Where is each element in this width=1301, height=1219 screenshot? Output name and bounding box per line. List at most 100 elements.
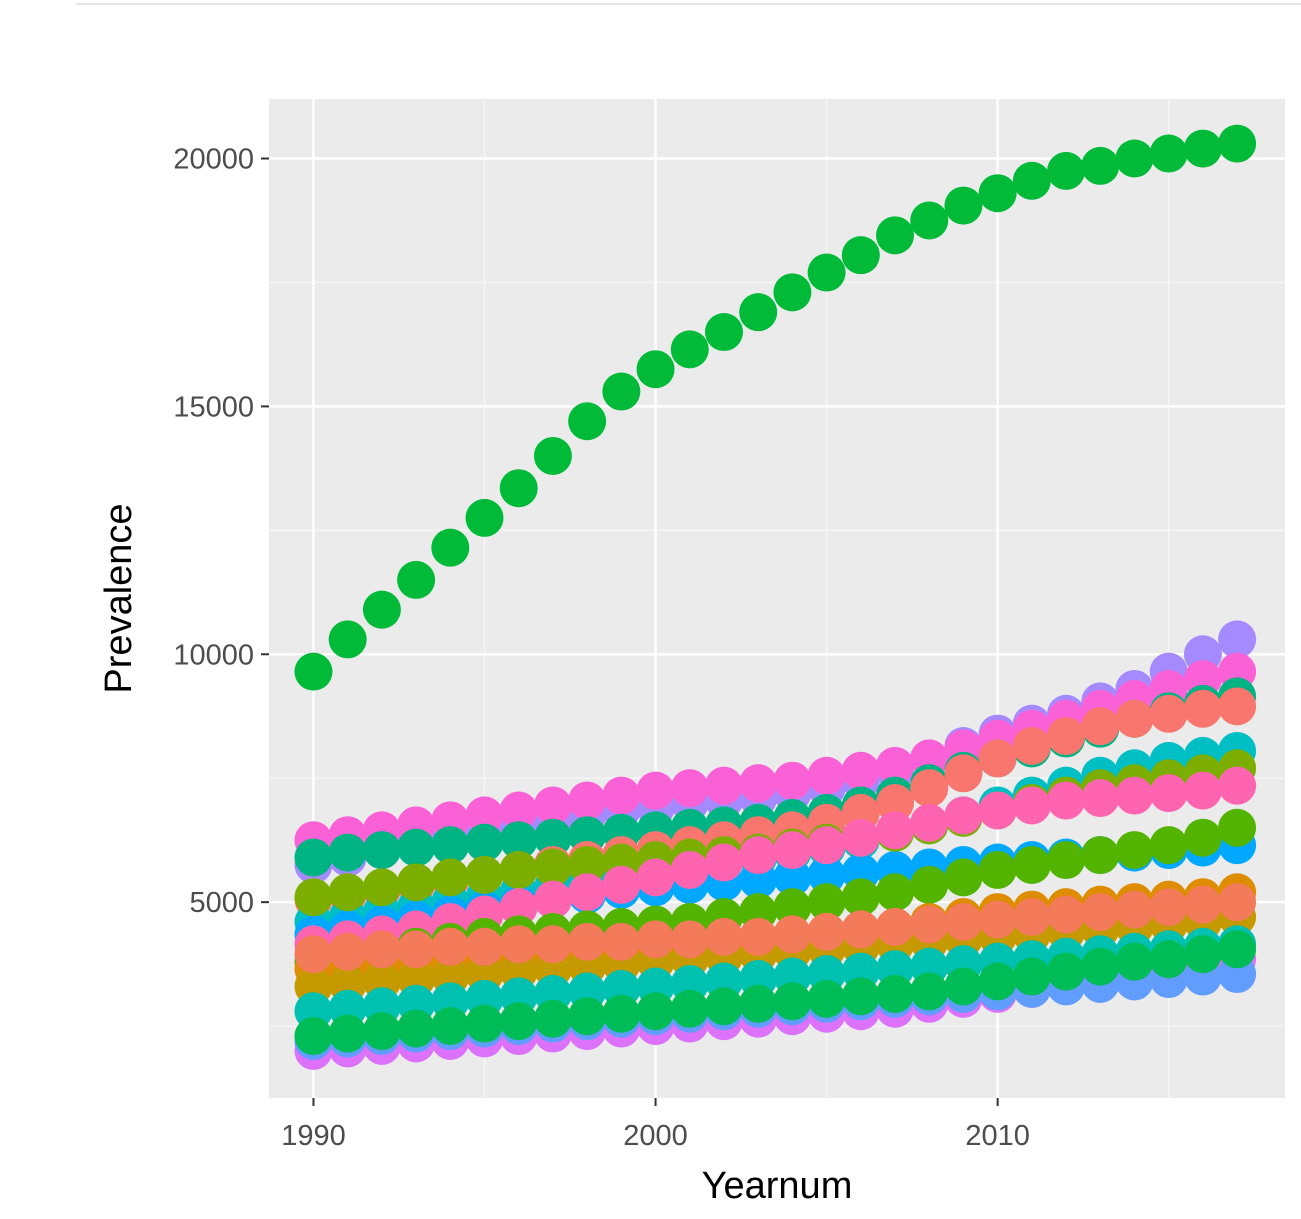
data-point xyxy=(841,977,880,1016)
data-point xyxy=(704,917,743,956)
data-point xyxy=(1218,620,1257,659)
data-point xyxy=(773,858,812,897)
y-tick-label: 5000 xyxy=(189,887,254,919)
series-1 xyxy=(294,124,1257,691)
data-point xyxy=(773,915,812,954)
data-point xyxy=(670,989,709,1028)
data-point xyxy=(1012,845,1051,884)
data-point xyxy=(807,756,846,795)
data-point xyxy=(739,764,778,803)
data-point xyxy=(568,845,607,884)
data-point xyxy=(1183,885,1222,924)
y-axis-title: Prevalence xyxy=(98,503,140,693)
data-point xyxy=(978,739,1017,778)
data-point xyxy=(739,293,778,332)
data-point xyxy=(1183,818,1222,857)
data-point xyxy=(465,796,504,835)
data-point xyxy=(294,652,333,691)
data-point xyxy=(636,858,675,897)
data-point xyxy=(1081,146,1120,185)
data-point xyxy=(362,831,401,870)
data-point xyxy=(397,863,436,902)
data-point xyxy=(499,925,538,964)
data-point xyxy=(602,994,641,1033)
data-point xyxy=(465,927,504,966)
data-point xyxy=(328,1014,367,1053)
data-point xyxy=(1149,888,1188,927)
data-point xyxy=(328,620,367,659)
data-point xyxy=(533,786,572,825)
data-point xyxy=(1047,952,1086,991)
data-point xyxy=(1012,161,1051,200)
data-point xyxy=(1081,893,1120,932)
data-point xyxy=(1047,717,1086,756)
data-point xyxy=(1183,129,1222,168)
data-point xyxy=(431,528,470,567)
data-point xyxy=(328,932,367,971)
data-point xyxy=(944,186,983,225)
data-point xyxy=(1149,774,1188,813)
data-point xyxy=(978,850,1017,889)
data-point xyxy=(807,883,846,922)
data-point xyxy=(670,330,709,369)
data-point xyxy=(294,935,333,974)
data-point xyxy=(910,905,949,944)
data-point xyxy=(1115,890,1154,929)
data-point xyxy=(1149,134,1188,173)
data-point xyxy=(499,791,538,830)
data-point xyxy=(362,590,401,629)
data-point xyxy=(499,850,538,889)
data-point xyxy=(1012,726,1051,765)
data-point xyxy=(1115,699,1154,738)
data-point xyxy=(704,766,743,805)
data-point xyxy=(1047,781,1086,820)
data-point xyxy=(1218,124,1257,163)
series-13 xyxy=(294,883,1257,974)
data-point xyxy=(636,771,675,810)
data-point xyxy=(978,791,1017,830)
data-point xyxy=(978,900,1017,939)
data-point xyxy=(568,781,607,820)
data-point xyxy=(533,818,572,857)
axis-ticks xyxy=(261,157,999,1106)
data-point xyxy=(431,858,470,897)
x-axis-title: Yearnum xyxy=(702,1165,853,1207)
data-point xyxy=(841,910,880,949)
data-point xyxy=(1115,139,1154,178)
data-point xyxy=(807,826,846,865)
data-point xyxy=(499,469,538,508)
data-point xyxy=(533,880,572,919)
data-point xyxy=(602,372,641,411)
data-point xyxy=(397,1009,436,1048)
data-point xyxy=(1149,826,1188,865)
data-point xyxy=(1218,766,1257,805)
data-point xyxy=(1183,935,1222,974)
data-point xyxy=(876,216,915,255)
data-point xyxy=(841,818,880,857)
data-point xyxy=(773,982,812,1021)
data-point xyxy=(499,821,538,860)
top-divider xyxy=(76,3,1301,5)
data-point xyxy=(910,865,949,904)
data-point xyxy=(1081,947,1120,986)
data-point xyxy=(910,201,949,240)
data-point xyxy=(876,907,915,946)
data-point xyxy=(1047,151,1086,190)
data-point xyxy=(1218,883,1257,922)
data-point xyxy=(499,1002,538,1041)
data-point xyxy=(397,828,436,867)
data-point xyxy=(773,831,812,870)
data-point xyxy=(328,873,367,912)
data-point xyxy=(1047,841,1086,880)
data-point xyxy=(704,987,743,1026)
data-point xyxy=(841,236,880,275)
data-points xyxy=(294,124,1257,1070)
data-point xyxy=(568,873,607,912)
data-point xyxy=(362,930,401,969)
data-point xyxy=(294,838,333,877)
data-point xyxy=(465,1004,504,1043)
data-point xyxy=(739,917,778,956)
data-point xyxy=(499,888,538,927)
data-point xyxy=(568,997,607,1036)
data-point xyxy=(944,902,983,941)
